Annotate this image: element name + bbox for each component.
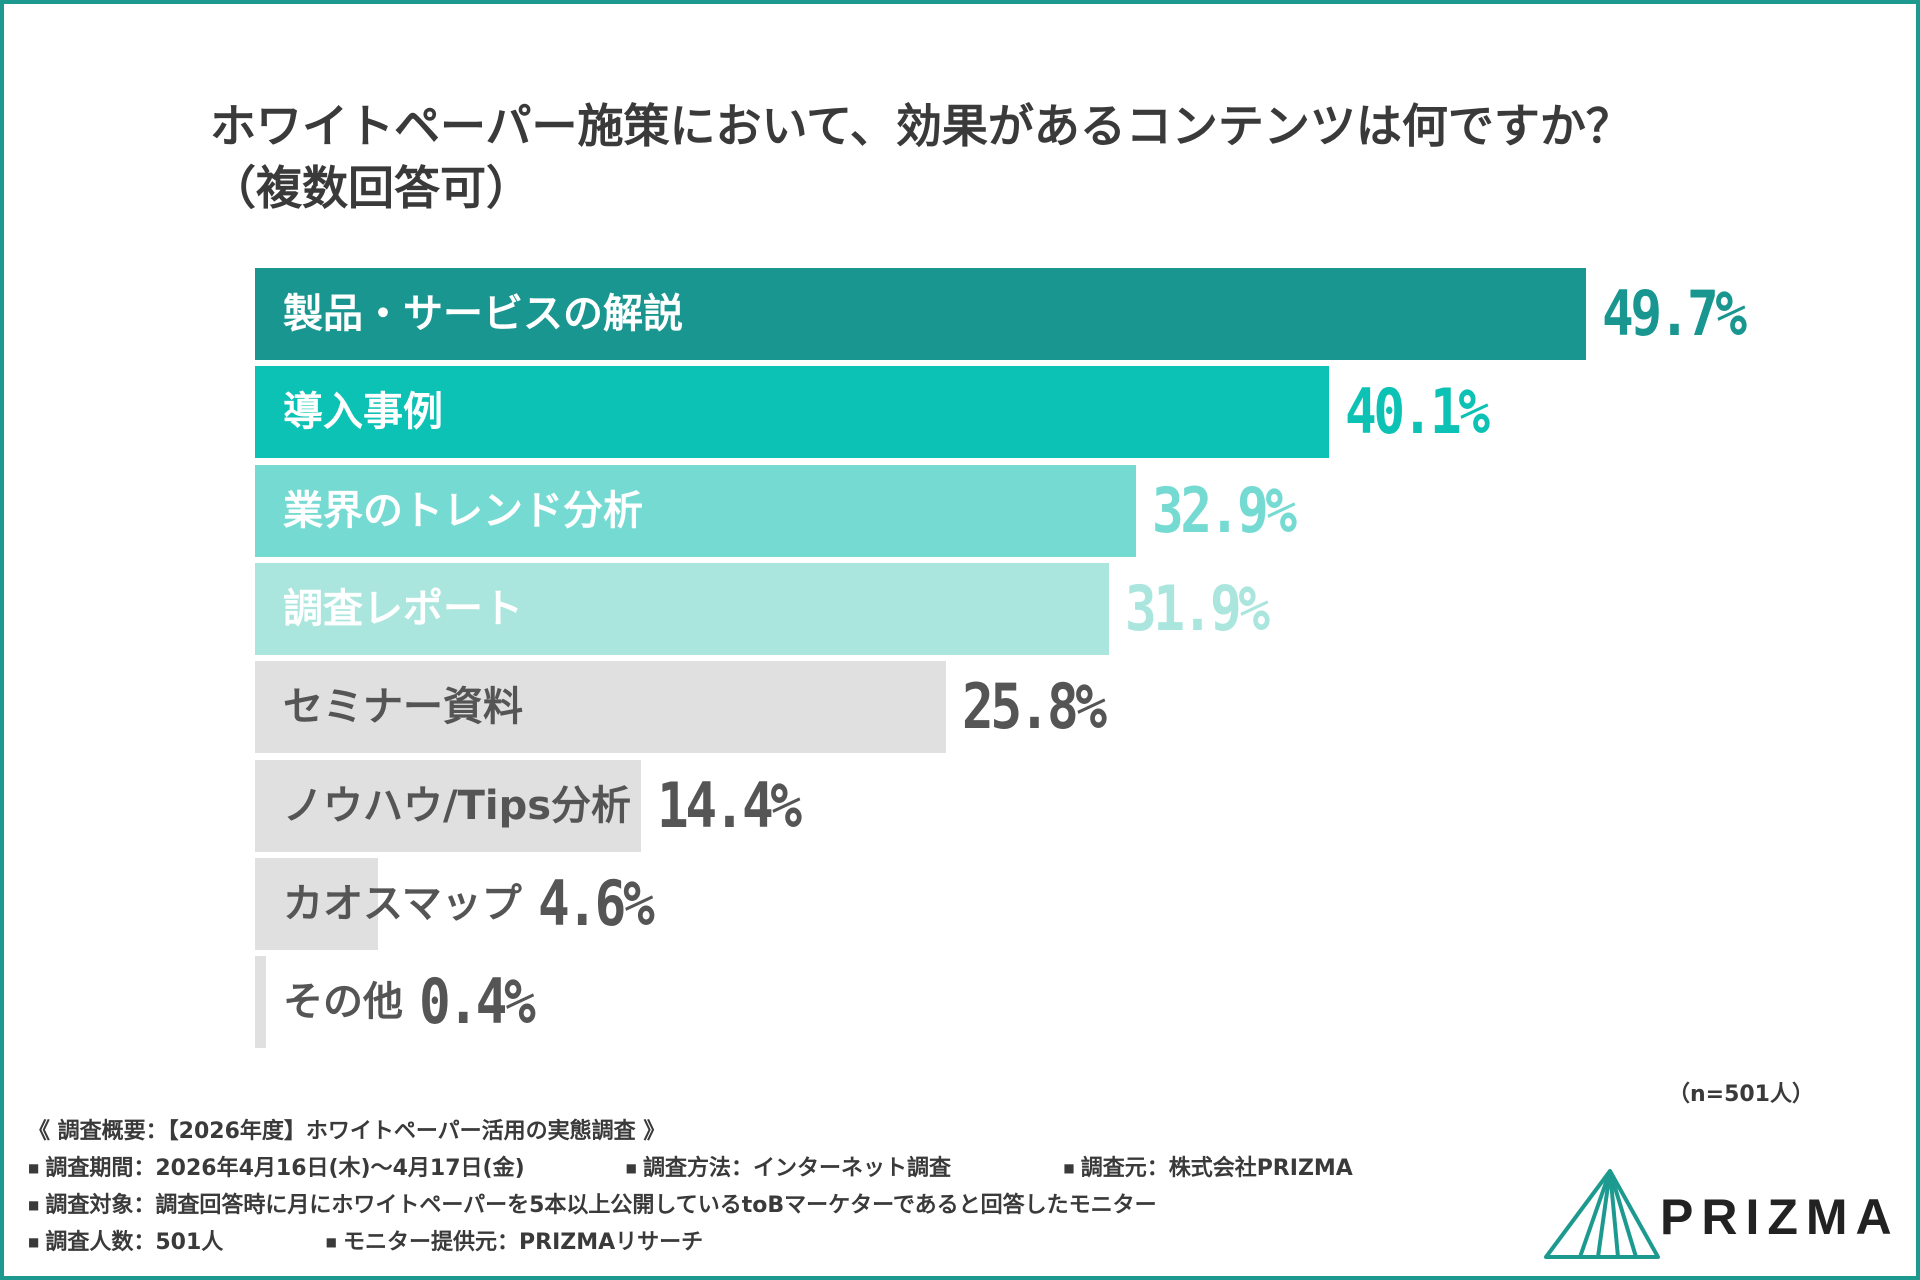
survey-heading: 《 調査概要：【2026年度】ホワイトペーパー活用の実態調査 》: [28, 1119, 666, 1144]
bar-6: [255, 760, 641, 852]
survey-row-3: ■ 調査人数：501人 ■ モニター提供元：PRIZMAリサーチ: [28, 1224, 1478, 1261]
bar-value-4: 31.9%: [1125, 572, 1270, 645]
bar-label-2: 導入事例: [283, 389, 443, 435]
survey-notes: 《 調査概要：【2026年度】ホワイトペーパー活用の実態調査 》 ■ 調査期間：2…: [28, 1113, 1478, 1261]
logo-ray: [1608, 1170, 1638, 1258]
logo-ray: [1578, 1170, 1612, 1258]
chart-title: ホワイトペーパー施策において、効果があるコンテンツは何ですか？ （複数回答可）: [210, 95, 1810, 219]
bullet-icon: ■: [28, 1161, 40, 1175]
bar-2: [255, 366, 1329, 458]
bar-8: [255, 956, 266, 1048]
prizma-logo-icon: [1544, 1169, 1660, 1259]
survey-row-1: ■ 調査期間：2026年4月16日(木)〜4月17日(金) ■ 調査方法：インターネ…: [28, 1150, 1478, 1187]
bar-label-8: その他: [283, 979, 403, 1025]
bar-4: [255, 563, 1109, 655]
bar-value-3: 32.9%: [1152, 474, 1297, 547]
bar-5: [255, 661, 946, 753]
survey-row-2: ■ 調査対象：調査回答時に月にホワイトペーパーを5本以上公開しているtoBマーケタ…: [28, 1187, 1478, 1224]
survey-source: ■ 調査元：株式会社PRIZMA: [1063, 1150, 1352, 1187]
bar-label-4: 調査レポート: [283, 586, 523, 632]
survey-method-text: 調査方法：インターネット調査: [643, 1156, 952, 1181]
logo-ray: [1596, 1170, 1612, 1258]
survey-period: ■ 調査期間：2026年4月16日(木)〜4月17日(金): [28, 1150, 618, 1187]
title-line-1: ホワイトペーパー施策において、効果があるコンテンツは何ですか？: [210, 99, 1632, 153]
survey-period-text: 調査期間：2026年4月16日(木)〜4月17日(金): [45, 1156, 525, 1181]
bar-7: [255, 858, 378, 950]
bar-label-5: セミナー資料: [283, 684, 523, 730]
bar-value-7: 4.6%: [538, 867, 655, 940]
bar-label-3: 業界のトレンド分析: [283, 488, 643, 534]
bullet-icon: ■: [28, 1235, 40, 1249]
bullet-icon: ■: [28, 1198, 40, 1212]
survey-provider: ■ モニター提供元：PRIZMAリサーチ: [326, 1224, 703, 1261]
bar-value-6: 14.4%: [657, 769, 802, 842]
survey-source-text: 調査元：株式会社PRIZMA: [1080, 1156, 1353, 1181]
bullet-icon: ■: [1063, 1161, 1075, 1175]
bar-label-6: ノウハウ/Tips分析: [283, 783, 632, 829]
survey-target-text: 調査対象：調査回答時に月にホワイトペーパーを5本以上公開しているtoBマーケター…: [45, 1193, 1157, 1218]
bar-value-1: 49.7%: [1602, 277, 1747, 350]
bar-label-7: カオスマップ: [283, 881, 522, 927]
survey-provider-text: モニター提供元：PRIZMAリサーチ: [343, 1230, 704, 1255]
bar-3: [255, 465, 1136, 557]
sample-size-label: （n=501人）: [1667, 1082, 1814, 1107]
logo-ray: [1608, 1170, 1620, 1258]
logo-triangle: [1544, 1169, 1660, 1259]
bullet-icon: ■: [625, 1161, 638, 1175]
title-line-2: （複数回答可）: [210, 161, 532, 215]
bar-1: [255, 268, 1586, 360]
logo-text: PRIZMA: [1660, 1189, 1900, 1245]
bullet-icon: ■: [325, 1235, 338, 1249]
survey-count-text: 調査人数：501人: [45, 1230, 224, 1255]
bar-value-2: 40.1%: [1345, 375, 1490, 448]
survey-count: ■ 調査人数：501人: [28, 1224, 318, 1261]
bar-value-5: 25.8%: [962, 670, 1107, 743]
bar-value-8: 0.4%: [419, 965, 536, 1038]
survey-target: ■ 調査対象：調査回答時に月にホワイトペーパーを5本以上公開しているtoBマーケタ…: [28, 1187, 1157, 1224]
bar-label-1: 製品・サービスの解説: [283, 291, 683, 337]
survey-method: ■ 調査方法：インターネット調査: [626, 1150, 1056, 1187]
